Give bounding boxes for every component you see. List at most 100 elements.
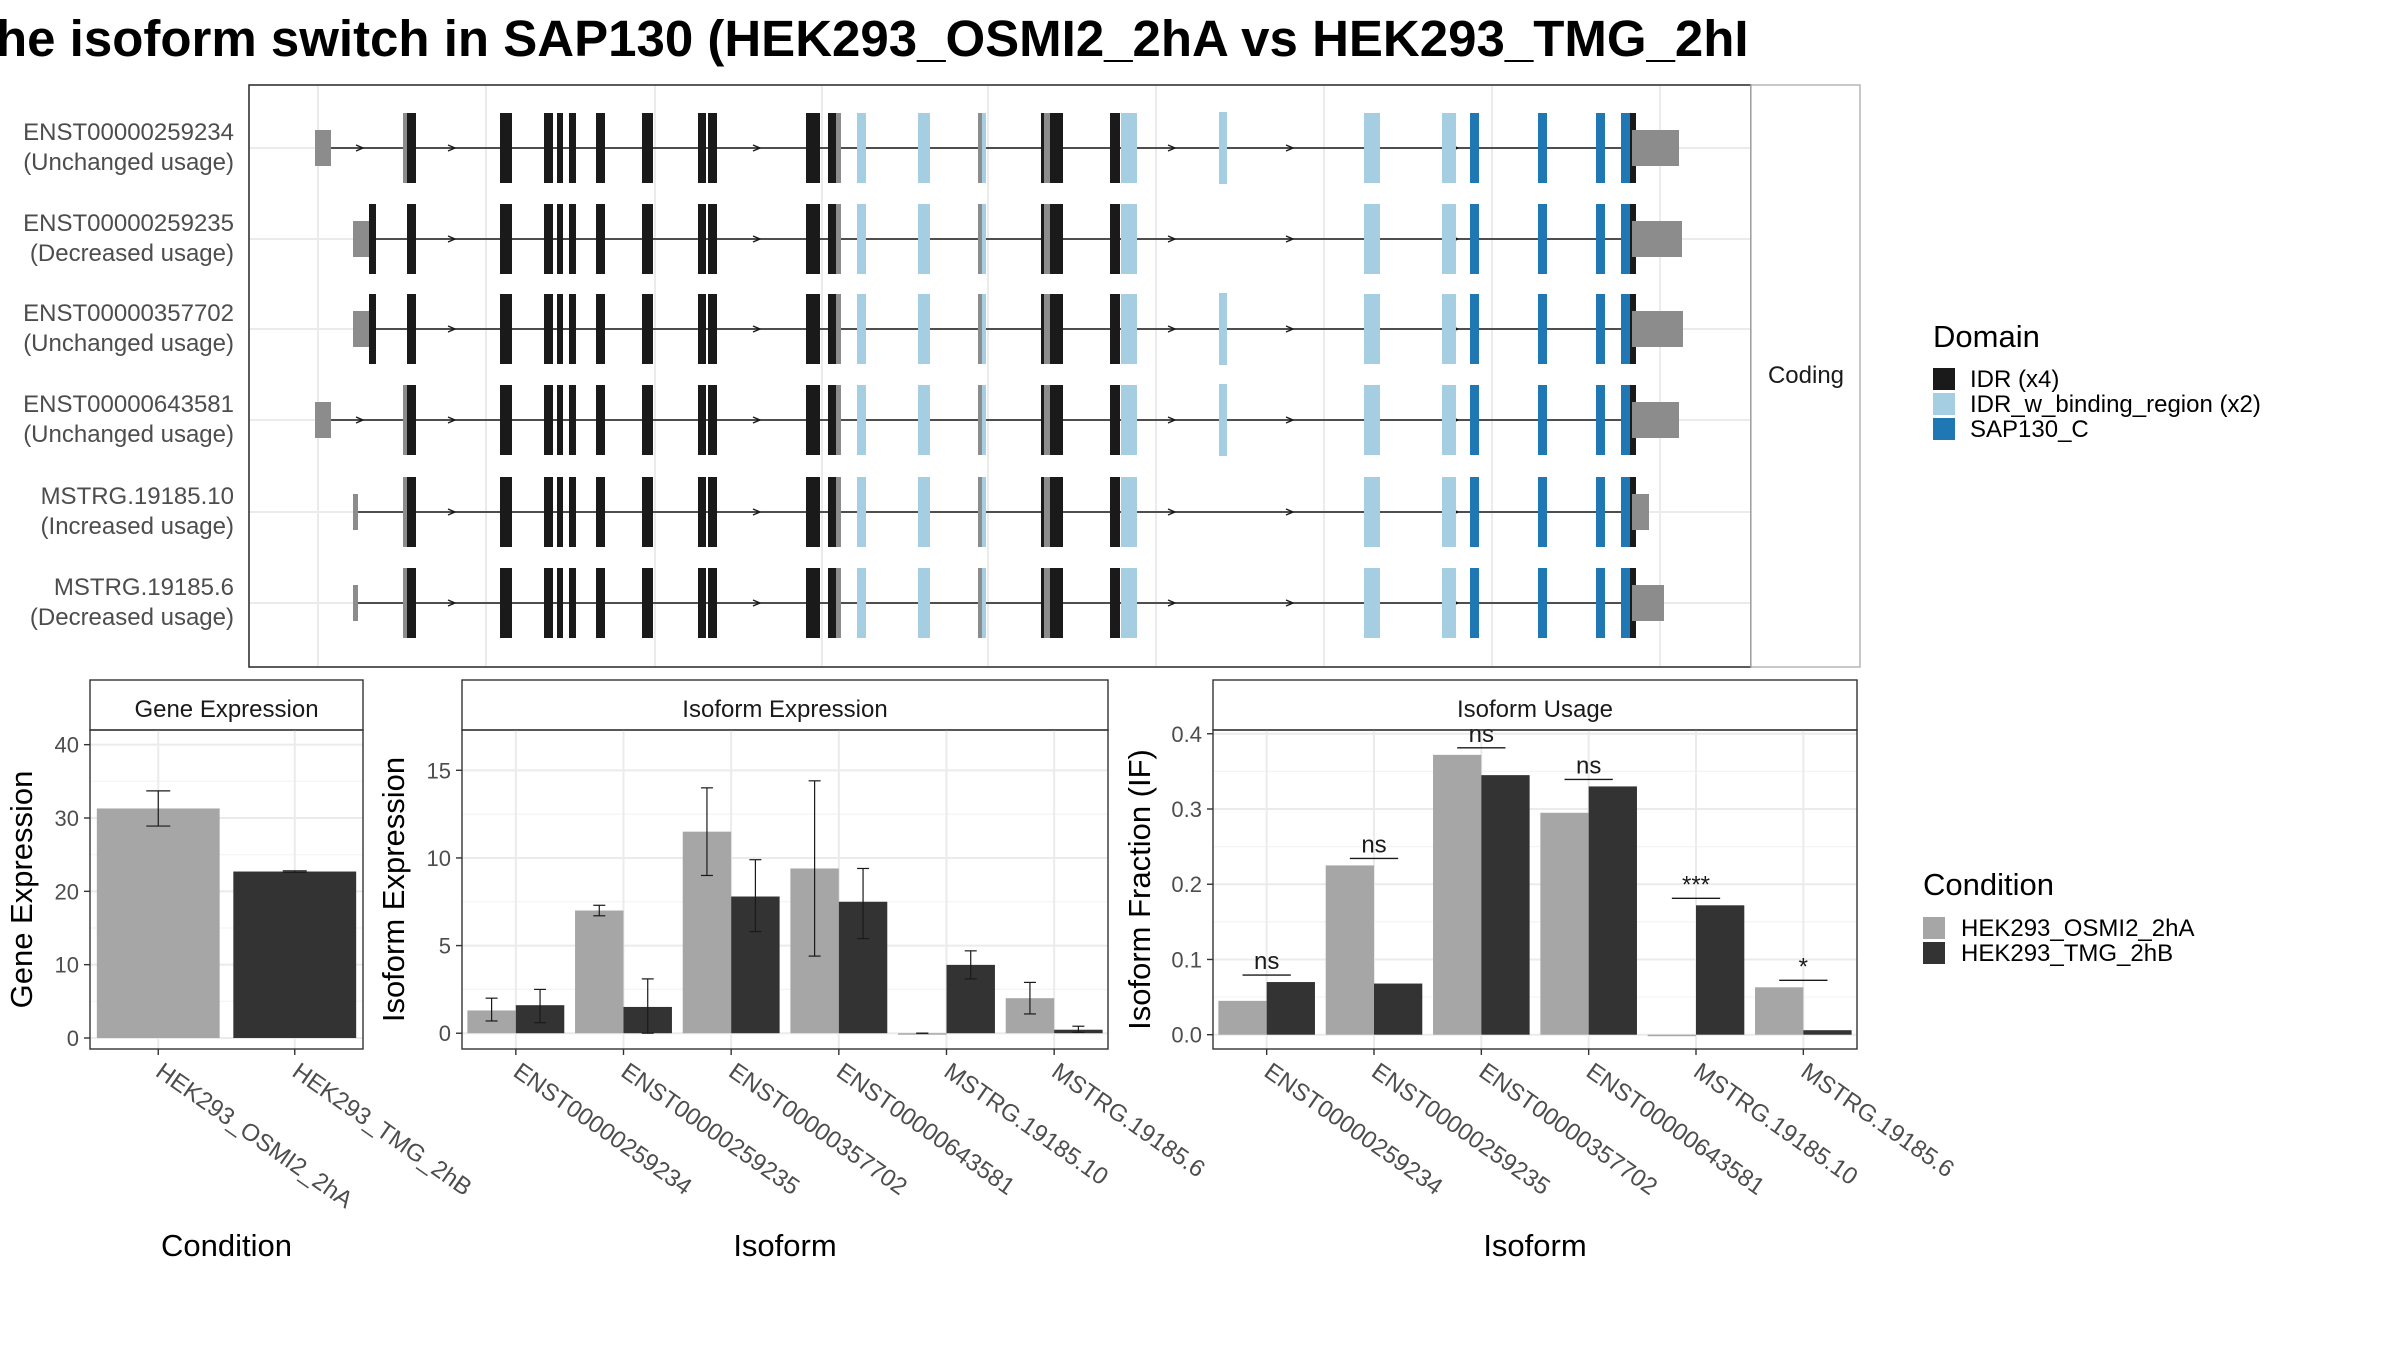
utr-3prime: [1632, 311, 1683, 347]
exon-bind: [1121, 113, 1137, 183]
domain-legend-label-2: SAP130_C: [1970, 416, 2089, 443]
exon-bind: [918, 568, 930, 638]
exon-bind: [1364, 385, 1380, 455]
exon-bind: [1219, 293, 1227, 365]
domain-legend-label-1: IDR_w_binding_region (x2): [1970, 391, 2261, 418]
exon-idr: [407, 113, 416, 183]
exon-utr: [1044, 385, 1050, 455]
exon-idr: [828, 477, 837, 547]
exon-utr: [1044, 477, 1050, 547]
utr-5prime: [353, 311, 371, 347]
bar-HEK293_OSMI2_2hA-0: [96, 808, 220, 1038]
strand-arrow-3: [1167, 235, 1177, 243]
y-tick-label: 0: [439, 1021, 451, 1046]
exon-utr: [403, 477, 408, 547]
domain-legend-label-0: IDR (x4): [1970, 366, 2059, 393]
exon-bind: [1442, 113, 1456, 183]
exon-bind: [1364, 294, 1380, 364]
exon-idr: [557, 477, 563, 547]
panel-title: Isoform Usage: [1457, 696, 1613, 723]
y-tick-label: 0.3: [1171, 797, 1202, 822]
exon-utr: [1044, 294, 1050, 364]
gene-structure-panel: ENST00000259234 (Unchanged usage) ENST0000…: [23, 84, 1861, 668]
strand-arrow-3: [1167, 508, 1177, 516]
exon-idr: [698, 385, 706, 455]
exon-sap: [1538, 204, 1547, 274]
transcript-1: [353, 204, 1682, 274]
exon-idr: [828, 204, 837, 274]
exon-idr: [369, 204, 376, 274]
strand-arrow-1: [447, 416, 457, 424]
strand-arrow-3: [1167, 416, 1177, 424]
exon-idr: [369, 294, 376, 364]
panel-strip: [1212, 679, 1858, 731]
exon-idr: [544, 385, 553, 455]
exon-bind: [857, 294, 866, 364]
exon-idr: [500, 568, 512, 638]
exon-utr: [978, 294, 982, 364]
exon-idr: [806, 204, 820, 274]
exon-utr: [978, 568, 982, 638]
y-tick-label: 0.0: [1171, 1023, 1202, 1048]
significance-label: *: [1799, 953, 1808, 980]
exon-idr: [544, 294, 553, 364]
exon-idr: [569, 568, 576, 638]
exon-idr: [596, 204, 605, 274]
domain-legend-key-2: [1933, 418, 1955, 440]
exon-utr: [1044, 204, 1050, 274]
exon-sap: [1470, 294, 1479, 364]
panel-border: [89, 729, 364, 1050]
exon-bind: [1442, 294, 1456, 364]
transcript-label-status-2: (Unchanged usage): [23, 330, 234, 357]
transcript-0: [315, 112, 1679, 184]
exon-idr: [557, 294, 563, 364]
panel-title: Gene Expression: [134, 696, 318, 723]
exon-utr: [403, 568, 408, 638]
exon-idr: [698, 568, 706, 638]
strand-arrow-1: [447, 508, 457, 516]
exon-idr: [708, 113, 717, 183]
exon-idr: [569, 113, 576, 183]
exon-idr: [1110, 477, 1120, 547]
y-tick-label: 10: [427, 846, 451, 871]
exon-sap: [1470, 204, 1479, 274]
exon-bind: [857, 204, 866, 274]
transcript-3: [315, 384, 1679, 456]
exon-idr: [500, 113, 512, 183]
transcript-5: [353, 568, 1664, 638]
y-tick-label: 10: [55, 953, 79, 978]
exon-idr: [1110, 204, 1120, 274]
strand-arrow-4: [1285, 416, 1295, 424]
utr-5prime: [315, 130, 331, 166]
x-axis-title: Condition: [161, 1228, 292, 1263]
exon-idr: [1051, 294, 1063, 364]
exon-idr: [1051, 113, 1063, 183]
bar-MSTRG.19185.10-0: [898, 1033, 947, 1035]
x-tick-label: ENST00000259234: [508, 1058, 696, 1201]
exon-idr: [642, 385, 653, 455]
exon-idr: [569, 204, 576, 274]
transcript-label-id-0: ENST00000259234: [23, 119, 234, 146]
exon-utr: [836, 204, 841, 274]
x-axis-title: Isoform: [733, 1228, 836, 1263]
exon-bind: [1442, 477, 1456, 547]
exon-sap: [1621, 568, 1631, 638]
panel-border: [1212, 729, 1858, 1050]
exon-bind: [918, 477, 930, 547]
exon-idr: [544, 204, 553, 274]
exon-idr: [642, 113, 653, 183]
exon-idr: [500, 477, 512, 547]
bar-MSTRG.19185.10-1: [1696, 905, 1745, 1035]
exon-bind: [1219, 384, 1227, 456]
exon-idr: [698, 477, 706, 547]
panel-strip: [89, 679, 364, 731]
domain-legend: Domain IDR (x4)IDR_w_binding_region (x2)S…: [1933, 319, 2261, 443]
exon-sap: [1621, 204, 1631, 274]
transcript-label-id-4: MSTRG.19185.10: [41, 483, 234, 510]
exon-idr: [596, 385, 605, 455]
x-tick-label: ENST00000259235: [1367, 1058, 1555, 1201]
bar-ENST00000259234-0: [1218, 1000, 1267, 1035]
domain-legend-key-0: [1933, 368, 1955, 390]
utr-3prime: [1632, 221, 1682, 257]
exon-idr: [500, 204, 512, 274]
